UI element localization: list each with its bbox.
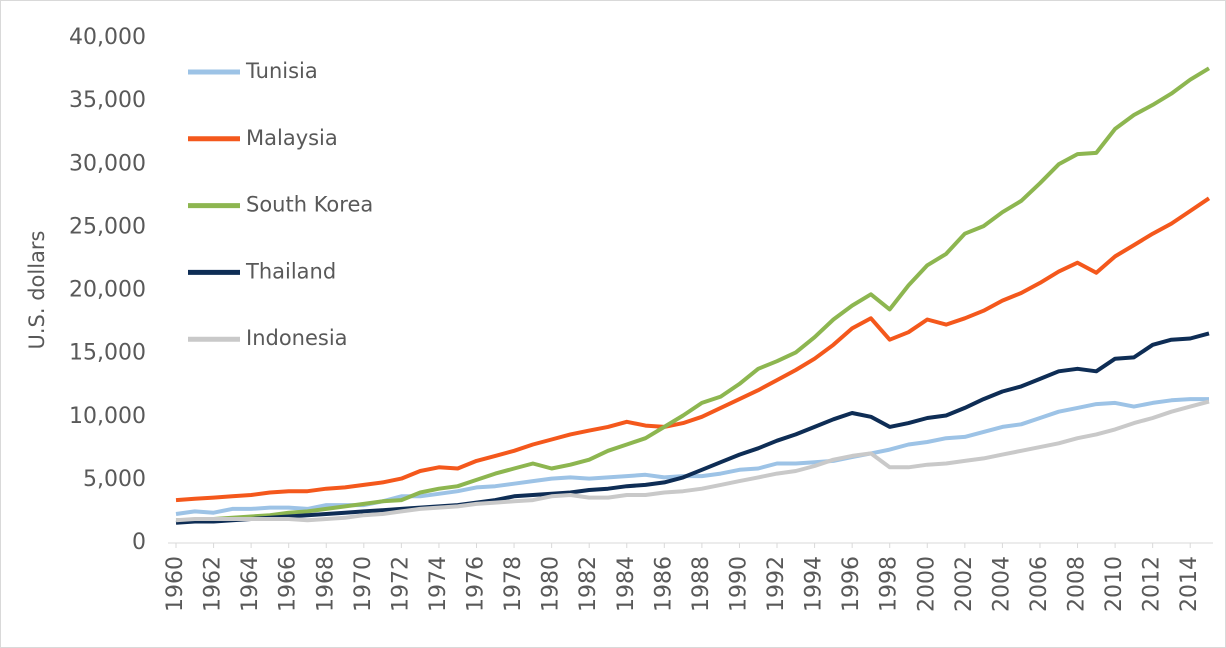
x-tick-label: 2002 — [952, 556, 977, 612]
y-tick-label: 15,000 — [69, 341, 146, 366]
series-line — [176, 66, 1211, 523]
legend-label: Thailand — [245, 259, 336, 283]
y-tick-label: 30,000 — [69, 151, 146, 176]
x-tick-label: 1966 — [276, 556, 301, 612]
y-tick-label: 5,000 — [83, 467, 146, 492]
x-tick-label: 1960 — [163, 556, 188, 612]
x-tick-label: 1994 — [802, 556, 827, 612]
x-tick-label: 1978 — [501, 556, 526, 612]
x-tick-label: 1984 — [614, 556, 639, 612]
x-tick-label: 1962 — [201, 556, 226, 612]
x-tick-label: 1964 — [238, 556, 263, 612]
legend-label: Malaysia — [246, 126, 338, 150]
series-line — [175, 399, 1210, 523]
x-tick-label: 1998 — [877, 556, 902, 612]
x-tick-label: 1990 — [726, 556, 751, 612]
x-tick-label: 1974 — [426, 556, 451, 612]
x-tick-label: 1972 — [388, 556, 413, 612]
legend-label: South Korea — [246, 193, 373, 217]
x-tick-label: 1996 — [839, 556, 864, 612]
y-tick-label: 40,000 — [69, 25, 146, 50]
x-tick-label: 2006 — [1027, 556, 1052, 612]
x-tick-label: 2008 — [1065, 556, 1090, 612]
y-axis-label: U.S. dollars — [25, 230, 49, 349]
legend-label: Indonesia — [246, 326, 348, 350]
y-tick-label: 20,000 — [69, 278, 146, 303]
x-tick-label: 1988 — [689, 556, 714, 612]
x-tick-label: 1970 — [351, 556, 376, 612]
x-tick-label: 1982 — [576, 556, 601, 612]
x-tick-label: 2012 — [1140, 556, 1165, 612]
y-tick-label: 35,000 — [69, 88, 146, 113]
x-tick-label: 2004 — [989, 556, 1014, 612]
y-tick-label: 10,000 — [69, 404, 146, 429]
y-tick-label: 25,000 — [69, 214, 146, 239]
x-tick-label: 2010 — [1102, 556, 1127, 612]
series-line — [175, 331, 1210, 525]
x-tick-label: 2000 — [914, 556, 939, 612]
legend-label: Tunisia — [245, 59, 318, 83]
x-tick-label: 1976 — [464, 556, 489, 612]
x-tick-label: 1986 — [651, 556, 676, 612]
x-tick-label: 1992 — [764, 556, 789, 612]
x-tick-label: 2014 — [1177, 556, 1202, 612]
x-tick-label: 1968 — [313, 556, 338, 612]
y-tick-label: 0 — [132, 530, 146, 555]
x-tick-label: 1980 — [539, 556, 564, 612]
series-line — [175, 196, 1211, 503]
